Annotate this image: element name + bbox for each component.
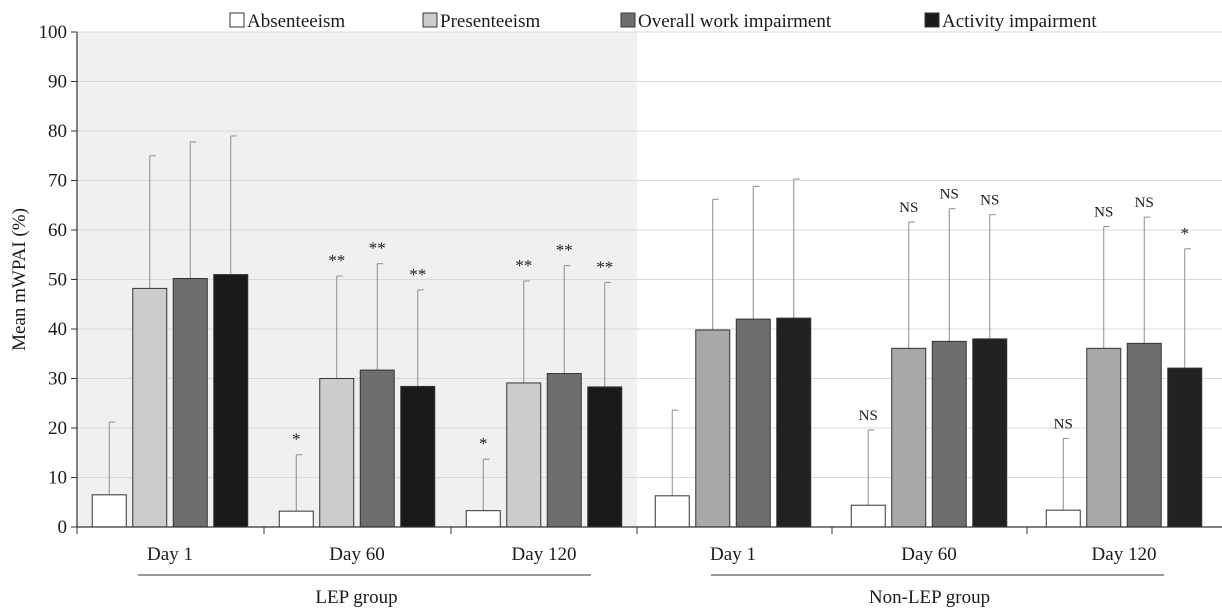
legend-label: Absenteeism [247,11,345,32]
category-label: Day 60 [329,544,384,565]
legend-label: Overall work impairment [638,11,832,32]
bar [319,378,355,528]
bar [465,510,501,528]
significance-label: ** [556,241,573,260]
category-label: Day 120 [512,544,577,565]
significance-label: * [479,434,488,453]
legend: Absenteeism Presenteeism Overall work impa… [229,11,1097,32]
significance-label: NS [940,187,959,203]
y-tick-label: 100 [39,22,68,43]
bar [1086,347,1122,528]
axes: 0 10 20 30 40 50 60 70 80 90 100 Day 1 Day 60 Day 120… [39,22,1222,608]
category-label: Day 120 [1092,544,1157,565]
y-tick-label: 80 [48,121,67,142]
significance-label: ** [515,256,532,275]
significance-label: * [1181,224,1190,243]
bar [972,338,1008,528]
significance-label: NS [1054,416,1073,432]
legend-swatch [620,12,636,28]
group-label: Non-LEP group [869,587,990,608]
bar [400,385,436,528]
bar [1167,367,1203,528]
bar [587,386,623,528]
bar [213,274,249,528]
y-tick-label: 90 [48,72,67,93]
significance-label: ** [409,265,426,284]
y-tick-label: 60 [48,220,67,241]
y-axis-title: Mean mWPAI (%) [9,208,30,351]
bar [850,504,886,528]
significance-label: ** [596,257,613,276]
bar [654,495,690,528]
bar [132,287,168,528]
legend-label: Presenteeism [440,11,540,32]
y-tick-label: 30 [48,369,67,390]
legend-swatch [229,12,245,28]
legend-swatch [924,12,940,28]
significance-label: ** [369,239,386,258]
bar [546,373,582,528]
bar [776,317,812,528]
category-label: Day 1 [710,544,756,565]
bar [91,494,127,528]
significance-label: * [292,430,301,449]
bar [1126,342,1162,528]
category-label: Day 1 [147,544,193,565]
legend-label: Activity impairment [942,11,1097,32]
y-tick-label: 20 [48,418,67,439]
group-label: LEP group [315,587,397,608]
y-tick-label: 70 [48,171,67,192]
bar [506,382,542,528]
bar [931,340,967,528]
y-tick-label: 0 [58,517,68,538]
significance-label: NS [859,408,878,424]
y-tick-label: 40 [48,319,67,340]
bar [278,510,314,528]
y-tick-label: 10 [48,468,67,489]
bar [735,318,771,528]
bar [172,278,208,528]
bar [695,329,731,528]
significance-label: ** [328,251,345,270]
bar [891,347,927,528]
bar [359,369,395,528]
significance-label: NS [1135,195,1154,211]
significance-label: NS [980,193,999,209]
significance-label: NS [899,200,918,216]
y-tick-label: 50 [48,270,67,291]
bar [1045,509,1081,528]
significance-label: NS [1094,205,1113,221]
legend-swatch [422,12,438,28]
grid-lines [77,31,1222,478]
category-label: Day 60 [901,544,956,565]
